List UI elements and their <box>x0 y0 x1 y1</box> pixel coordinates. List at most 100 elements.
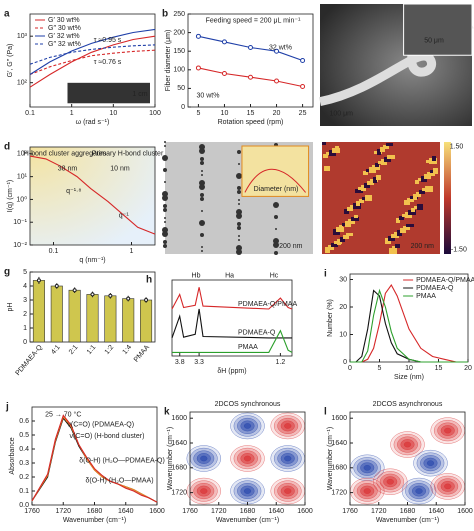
afm-grain <box>396 218 400 223</box>
afm-grain <box>367 181 374 185</box>
afm-grain <box>380 147 385 152</box>
particle <box>237 186 241 190</box>
inset <box>403 3 473 56</box>
x-tick-label: PDMAEA-Q <box>15 344 45 378</box>
particle <box>162 231 168 237</box>
legend-label: G′ 30 wt% <box>48 17 80 24</box>
y-tick-label: 0.2 <box>19 474 29 481</box>
particle <box>236 249 242 255</box>
point <box>144 298 149 302</box>
x-tick-label: 25 <box>299 110 307 117</box>
particle <box>199 184 205 190</box>
afm-grain <box>386 143 393 146</box>
x-tick-label: 1720 <box>55 508 71 515</box>
y-tick-label: 0.5 <box>19 432 29 439</box>
particle <box>237 226 241 230</box>
y-tick-label: 1600 <box>331 415 347 422</box>
x-tick-label: 10 <box>221 110 229 117</box>
afm-grain <box>387 155 395 159</box>
marker <box>274 78 280 84</box>
series-label: PDMAEA-Q/PMAA <box>238 301 297 308</box>
annotation: Hc <box>270 272 279 279</box>
x-tick-label: 2:1 <box>68 344 80 356</box>
series-line <box>172 329 293 353</box>
x-axis-label: Wavenumber (cm⁻¹) <box>376 517 439 524</box>
afm-grain <box>324 166 330 171</box>
panel-label: g <box>4 267 10 278</box>
afm-grain <box>347 207 353 211</box>
point <box>54 284 59 288</box>
particle <box>163 244 167 248</box>
series-line <box>29 49 156 76</box>
afm-grain <box>404 200 410 205</box>
marker <box>221 39 227 45</box>
annotation: -1.50 <box>451 246 467 253</box>
x-tick-label: 1.2 <box>276 359 286 366</box>
afm-grain <box>346 233 353 236</box>
afm-grain <box>331 243 338 247</box>
annotation: Hb <box>192 272 201 279</box>
afm-grain <box>351 217 359 221</box>
y-axis-label: Wavenumber (cm⁻¹) <box>327 427 334 490</box>
contour <box>200 488 208 494</box>
x-axis-label: Wavenumber (cm⁻¹) <box>216 517 279 524</box>
annotation: Primary H-bond cluster <box>92 151 164 158</box>
afm-grain <box>375 163 379 167</box>
x-tick-label: 15 <box>247 110 255 117</box>
particle <box>238 199 240 201</box>
y-tick-label: 0 <box>343 359 347 366</box>
particle <box>201 170 203 172</box>
particle <box>164 217 166 219</box>
annotation: 25 → 70 °C <box>45 411 81 419</box>
x-tick-label: 1760 <box>342 508 358 515</box>
y-tick-label: 0.0 <box>19 502 29 509</box>
afm-grain <box>407 198 414 202</box>
colorbar <box>444 142 451 254</box>
particle <box>162 195 168 201</box>
afm-grain <box>372 165 380 170</box>
panel-label: d <box>4 142 10 153</box>
afm-grain <box>363 171 368 175</box>
plot-bg <box>30 147 155 245</box>
particle <box>275 228 277 230</box>
particle <box>200 197 204 201</box>
x-tick-label: 15 <box>435 365 443 372</box>
afm-grain <box>416 192 421 197</box>
bar <box>86 294 99 343</box>
afm-grain <box>425 186 433 192</box>
x-axis-label: Wavenumber (cm⁻¹) <box>63 517 126 524</box>
y-tick-label: 10² <box>17 80 28 87</box>
afm-grain <box>328 245 334 250</box>
plot-frame <box>171 279 293 357</box>
afm-grain <box>392 246 396 251</box>
x-tick-label: 1720 <box>371 508 387 515</box>
series-label: PMAA <box>238 344 258 351</box>
contour <box>444 427 452 434</box>
y-tick-label: 250 <box>173 11 185 18</box>
x-tick-label: 1:4 <box>122 344 134 356</box>
marker <box>221 71 227 77</box>
legend-label: PMAA <box>416 293 436 300</box>
x-tick-label: 20 <box>273 110 281 117</box>
y-tick-label: 50 <box>177 85 185 92</box>
y-axis-label: Absorbance <box>9 437 16 474</box>
contour <box>444 483 452 490</box>
particle <box>237 222 241 226</box>
x-tick-label: 1 <box>130 248 134 255</box>
afm-grain <box>408 210 416 215</box>
particle <box>162 155 168 161</box>
particle <box>200 161 204 165</box>
series-line <box>29 155 156 235</box>
x-tick-label: 1:1 <box>86 344 98 356</box>
afm-grain <box>322 142 326 145</box>
afm-grain <box>415 180 419 184</box>
inset <box>241 145 310 197</box>
afm-grain <box>336 227 344 232</box>
point <box>108 293 113 298</box>
afm-grain <box>340 237 345 242</box>
x-tick-label: 1760 <box>182 508 198 515</box>
x-tick-label: PMAA <box>133 344 151 364</box>
x-tick-label: 1600 <box>297 508 313 515</box>
particle <box>200 157 204 161</box>
